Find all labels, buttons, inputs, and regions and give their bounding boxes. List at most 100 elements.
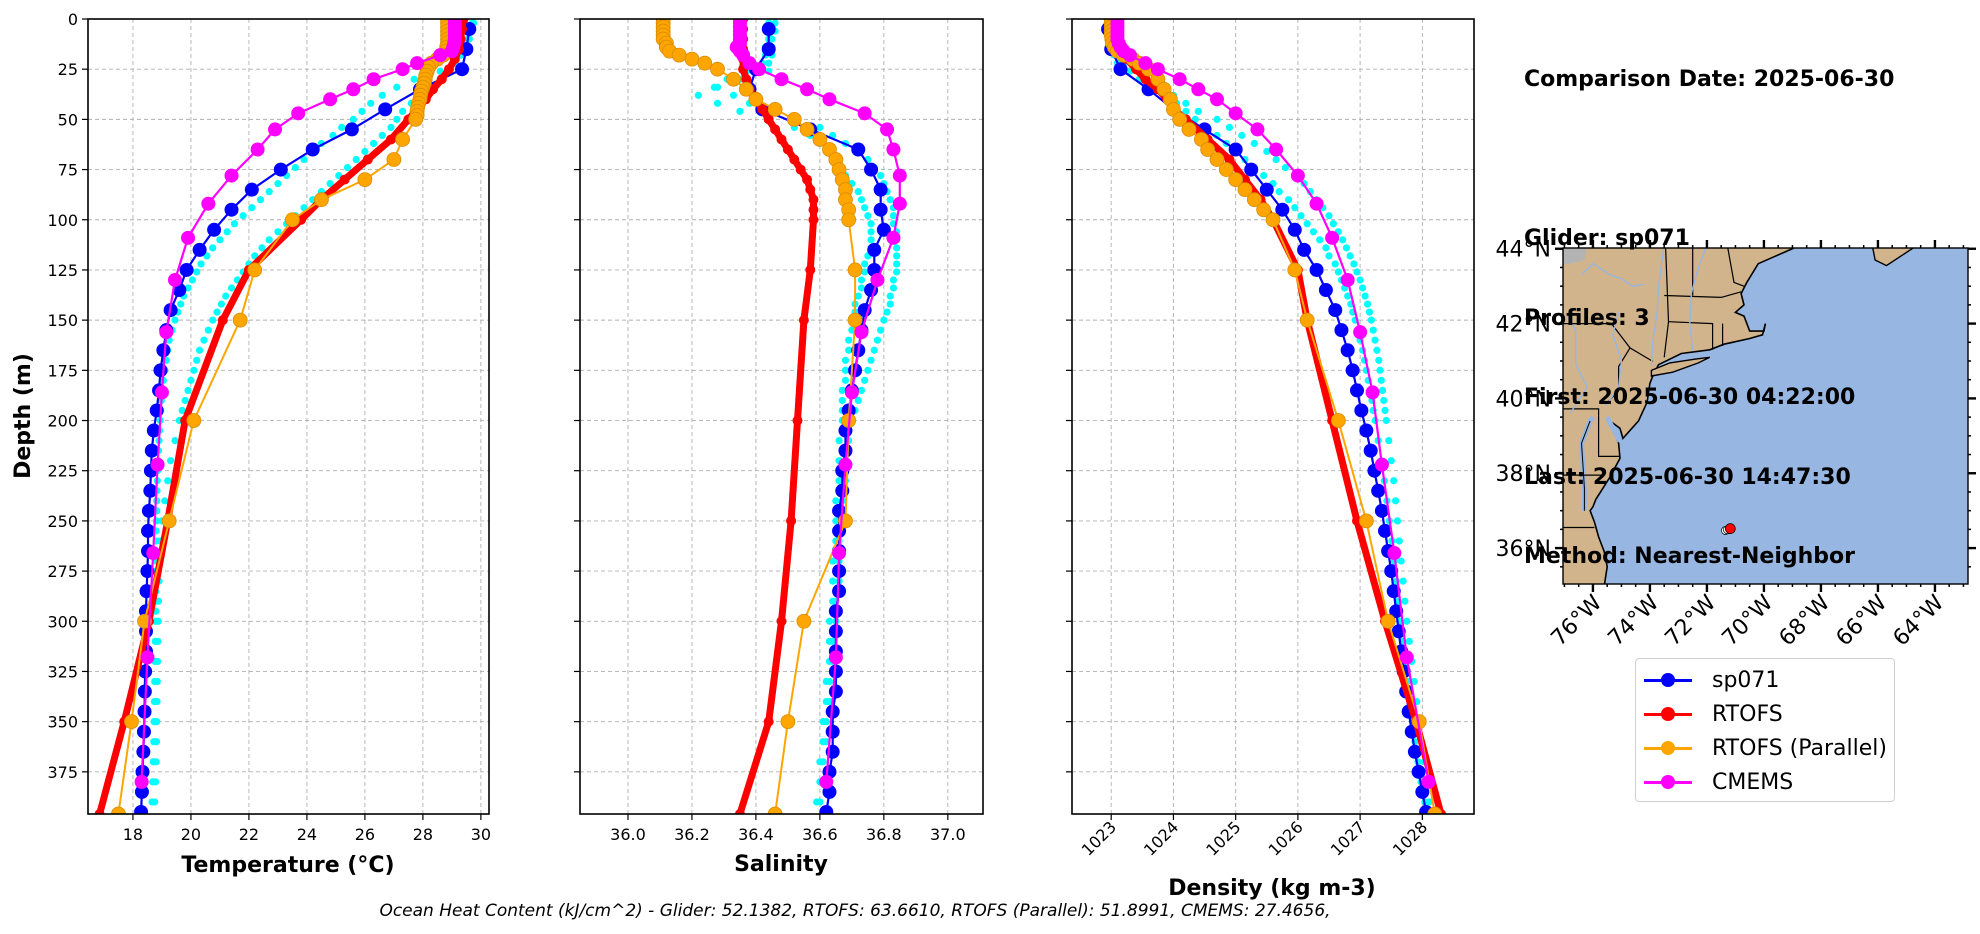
data-point-sp071 — [1287, 222, 1302, 237]
glider-profile-point — [274, 228, 282, 236]
glider-profile-point — [873, 336, 882, 344]
glider-profile-point — [154, 597, 163, 605]
data-point-sp071 — [1113, 62, 1128, 77]
glider-profile-point — [1291, 204, 1299, 212]
data-point-sp071 — [851, 142, 866, 157]
data-point-sp071 — [1389, 604, 1404, 619]
x-tick-label: 1026 — [1264, 817, 1306, 859]
data-point-cmems — [844, 385, 859, 400]
data-point-cmems — [159, 325, 174, 340]
x-tick-label: 18 — [123, 825, 143, 844]
data-point-sp071 — [1363, 443, 1378, 458]
data-point-cmems — [857, 106, 872, 121]
glider-profile-point — [370, 139, 378, 148]
map-lon-label: 66°W — [1832, 590, 1893, 651]
glider-profile-point — [864, 366, 872, 374]
glider-profile-point — [153, 697, 161, 706]
glider-profile-point — [841, 356, 850, 364]
glider-profile-point — [248, 204, 256, 212]
data-point-cmems — [1325, 230, 1340, 245]
y-tick-label: 175 — [47, 361, 78, 380]
glider-profile-point — [870, 346, 878, 354]
x-tick-label: 26 — [355, 825, 375, 844]
glider-profile-point — [1329, 220, 1337, 228]
data-point-rtofs-parallel — [1380, 613, 1396, 629]
info-profiles: Profiles: 3 — [1524, 305, 1650, 331]
glider-profile-point — [358, 107, 366, 115]
delaware-bay — [1604, 415, 1623, 443]
glider-profile-point — [829, 557, 837, 565]
data-point-rtofs — [776, 616, 787, 627]
data-point-cmems — [1309, 196, 1324, 211]
data-point-rtofs — [795, 164, 806, 175]
data-point-sp071 — [344, 122, 359, 137]
glider-profile-point — [154, 637, 162, 645]
plot-area — [94, 19, 478, 814]
info-last: Last: 2025-06-30 14:47:30 — [1524, 464, 1851, 490]
glider-profile-point — [188, 276, 196, 284]
salinity-panel: 36.0 36.2 36.4 36.6 36.8 37.0 — [574, 18, 984, 844]
data-point-rtofs — [339, 174, 350, 185]
data-point-cmems — [150, 457, 165, 472]
data-point-sp071 — [141, 523, 156, 538]
glider-profile-point — [378, 91, 386, 99]
glider-profile-point — [410, 75, 418, 83]
data-point-rtofs-parallel — [1181, 122, 1197, 137]
data-point-rtofs-parallel — [812, 132, 828, 147]
glider-profile-point — [1359, 284, 1367, 292]
lake-ontario — [1563, 248, 1587, 264]
data-point-cmems — [181, 230, 196, 245]
data-point-sp071 — [153, 363, 168, 378]
data-point-cmems — [433, 48, 448, 63]
data-point-rtofs-parallel — [697, 55, 713, 71]
legend-item-rtofs-parallel: RTOFS (Parallel) — [1636, 733, 1894, 763]
legend-marker-icon — [1644, 767, 1694, 797]
data-point-sp071 — [1354, 403, 1369, 418]
glider-profile-point — [1399, 577, 1407, 585]
legend-item-cmems: CMEMS — [1636, 767, 1894, 797]
data-point-sp071 — [305, 142, 320, 157]
data-point-rtofs-parallel — [247, 262, 263, 278]
glider-profile-point — [825, 617, 834, 625]
glider-profile-point — [1325, 252, 1333, 260]
glider-profile-point — [1260, 171, 1268, 180]
y-tick-label: 125 — [47, 261, 78, 280]
glider-profile-point — [819, 718, 827, 726]
data-point-cmems — [1353, 325, 1368, 340]
data-point-sp071 — [1340, 343, 1355, 358]
glider-profile-point — [230, 220, 239, 228]
glider-profile-point — [1316, 236, 1324, 244]
glider-profile-point — [178, 406, 186, 415]
info-glider: Glider: sp071 — [1524, 226, 1690, 251]
glider-profile-point — [1281, 163, 1290, 172]
data-point-cmems — [1172, 72, 1187, 87]
data-point-cmems — [224, 168, 239, 183]
glider-profile-point — [854, 396, 862, 405]
map-frame — [1562, 247, 1969, 585]
glider-profile-point — [889, 276, 898, 284]
data-point-cmems — [410, 56, 425, 71]
legend-item-sp071: sp071 — [1636, 665, 1894, 695]
data-point-rtofs — [741, 74, 752, 85]
data-point-sp071 — [1228, 142, 1243, 157]
data-point-rtofs — [808, 194, 819, 205]
legend-marker-icon — [1644, 665, 1694, 695]
data-point-cmems — [886, 142, 901, 157]
state-border — [1563, 323, 1654, 362]
glider-profile-point — [867, 356, 875, 364]
legend-marker-icon — [1644, 699, 1694, 729]
series-cmems — [1110, 19, 1436, 789]
data-point-cmems — [1374, 457, 1389, 472]
data-point-rtofs-parallel — [186, 413, 202, 428]
data-point-rtofs-parallel — [767, 806, 783, 814]
x-tick-label: 1027 — [1327, 817, 1369, 859]
x-tick-label: 36.0 — [610, 825, 646, 844]
x-tick-label: 36.6 — [802, 825, 838, 844]
data-point-sp071 — [828, 684, 843, 699]
data-point-cmems — [854, 325, 869, 340]
glider-profile-point — [835, 477, 843, 485]
glider-profile-point — [326, 180, 334, 188]
glider-profile-point — [193, 356, 201, 364]
data-point-sp071 — [876, 222, 891, 237]
data-point-cmems — [154, 385, 169, 400]
